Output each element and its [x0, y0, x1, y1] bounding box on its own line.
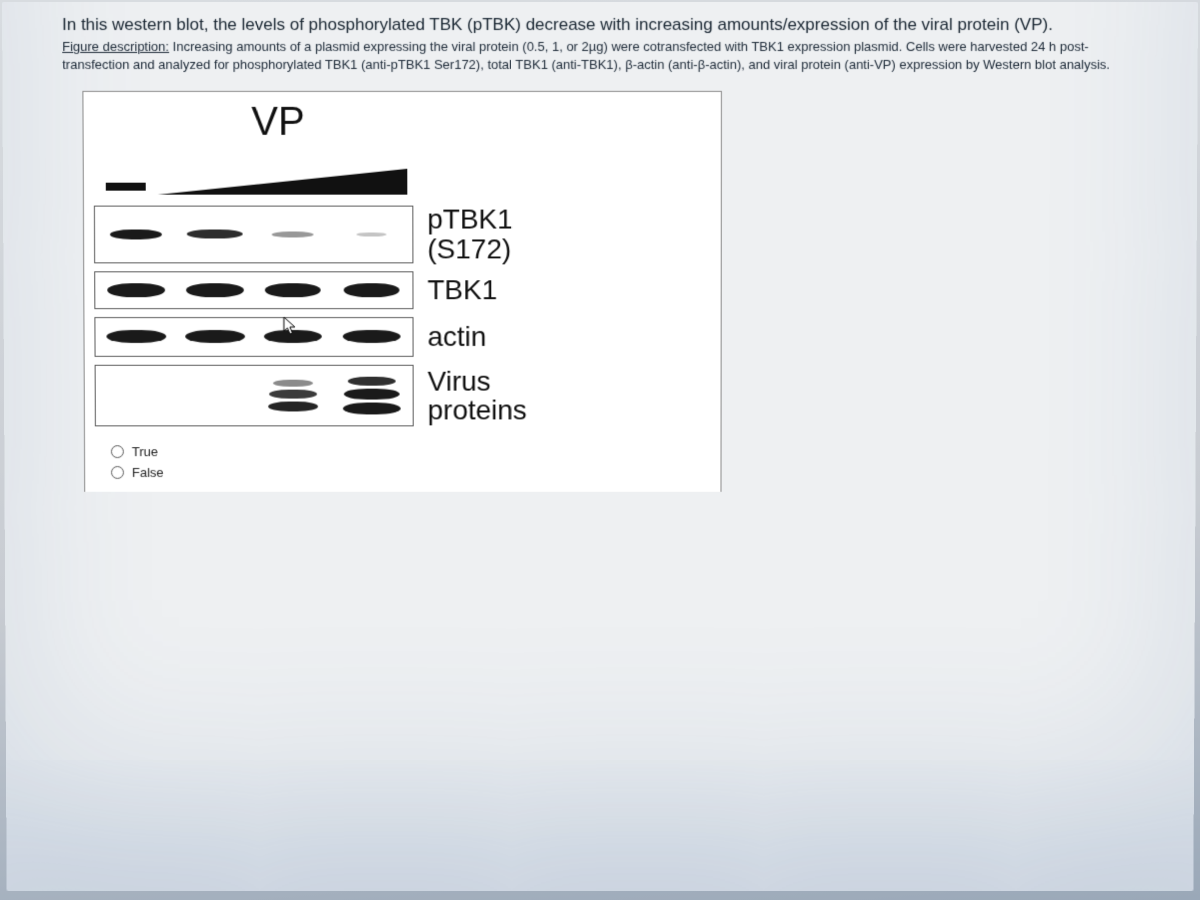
caption-label: Figure description:: [62, 39, 169, 54]
option-false-label: False: [132, 465, 164, 480]
row-label-virus-proteins: Virus proteins: [428, 366, 527, 424]
question-text: In this western blot, the levels of phos…: [62, 14, 1138, 36]
option-false[interactable]: False: [111, 465, 711, 480]
western-blot-figure: VP pTBK1 (S172) TBK1 actin: [82, 91, 722, 492]
row-label-ptbk1: pTBK1 (S172): [427, 205, 513, 264]
dose-header: [94, 147, 711, 195]
figure-caption: Figure description: Increasing amounts o…: [62, 38, 1138, 73]
row-label-actin: actin: [427, 322, 486, 351]
dose-wedge-icon: [158, 169, 408, 195]
blot-panel-tbk1: [94, 271, 413, 309]
radio-icon[interactable]: [111, 466, 124, 479]
answer-options: True False: [111, 444, 711, 480]
radio-icon[interactable]: [111, 445, 124, 458]
no-vp-minus-icon: [106, 183, 146, 191]
option-true-label: True: [132, 444, 158, 459]
row-label-tbk1: TBK1: [427, 276, 497, 305]
blot-panel-virus-proteins: [95, 365, 414, 427]
caption-body: Increasing amounts of a plasmid expressi…: [62, 39, 1110, 72]
vp-heading: VP: [251, 100, 711, 145]
blot-panel-actin: [94, 317, 413, 357]
option-true[interactable]: True: [111, 444, 711, 459]
blot-panel-ptbk1: [94, 205, 414, 263]
